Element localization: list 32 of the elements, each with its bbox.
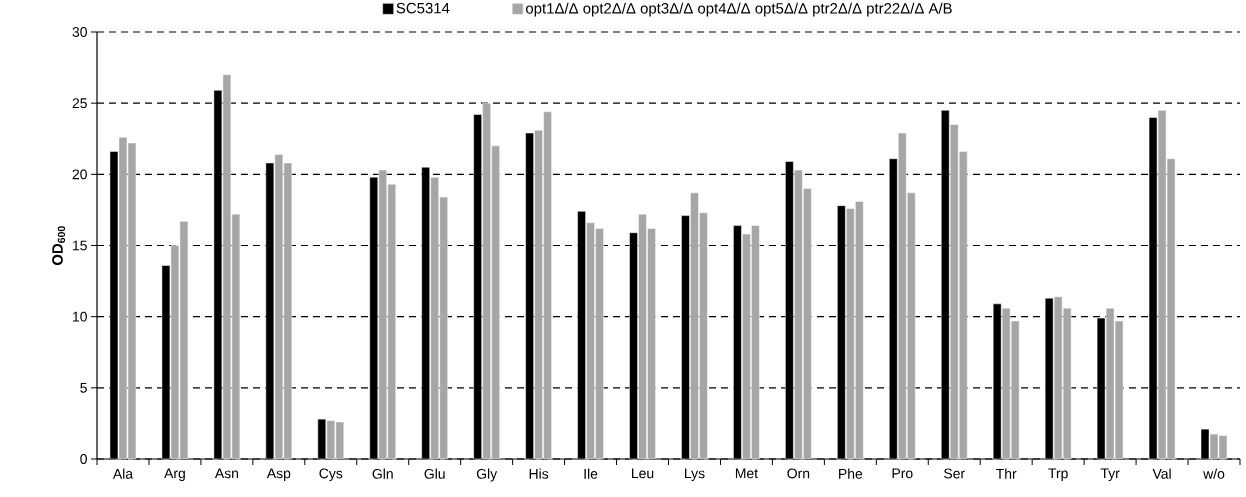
x-tick-label: Asp [266,468,291,482]
x-tick-label: Gln [372,468,393,479]
x-tick-label: His [529,468,549,479]
x-tick-label: Cys [319,468,343,482]
x-tick-label: Gly [476,468,498,482]
x-tick-label: Val [1152,468,1171,479]
legend-label: opt1Δ/Δ opt2Δ/Δ opt3Δ/Δ opt4Δ/Δ opt5Δ/Δ ptr2Δ/Δ ptr22Δ/Δ A/B [526,2,952,17]
y-tick-label: 15 [73,240,87,251]
x-tick-label: Glu [424,468,445,479]
y-tick-label: 10 [73,311,87,322]
x-tick-label: Asn [214,468,239,479]
x-tick-label: Lys [685,468,705,482]
x-tick-label: Tyr [1100,468,1120,482]
x-tick-label: Met [735,468,758,479]
x-tick-label: Trp [1048,468,1068,482]
y-tick-label: 5 [80,382,87,393]
y-tick-label: 0 [80,454,87,464]
y-tick-label: 30 [72,27,87,37]
y-tick-label: 25 [72,98,87,109]
y-tick-label: 20 [72,169,87,180]
x-tick-label: w/o [1203,468,1225,479]
x-tick-label: Ser [944,468,965,479]
x-tick-label: Thr [996,468,1017,479]
legend-label: SC5314 [396,2,450,14]
x-tick-label: Leu [632,468,654,479]
x-tick-label: Arg [164,468,185,482]
x-tick-label: Ala [112,468,134,479]
x-tick-label: Pro [892,468,913,479]
x-tick-label: Phe [839,468,863,479]
y-axis-title: OD$_{600}$ [52,226,66,266]
x-tick-label: Orn [787,468,810,479]
x-tick-label: Ile [584,468,598,479]
